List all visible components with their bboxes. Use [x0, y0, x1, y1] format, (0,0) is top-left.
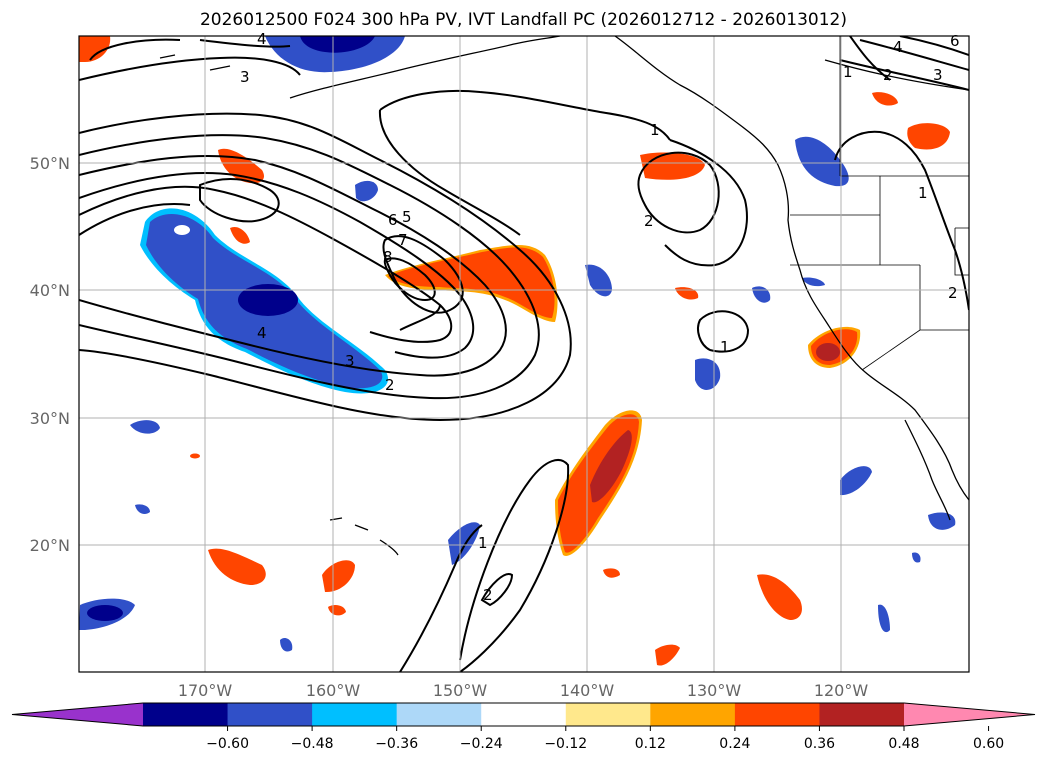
colorbar-tick-label: −0.36 — [375, 736, 418, 752]
lat-tick-label: 40°N — [30, 281, 70, 300]
colorbar-bin — [565, 703, 651, 726]
pv-contours — [79, 36, 969, 672]
contour-label: 8 — [383, 248, 393, 266]
lat-tick-labels: 50°N 40°N 30°N 20°N — [30, 154, 70, 555]
colorbar-tick-label: 0.60 — [973, 736, 1004, 752]
contour-label: 6 — [388, 211, 398, 229]
contour-label: 1 — [918, 184, 928, 202]
lat-tick-label: 20°N — [30, 536, 70, 555]
contour-label: 1 — [478, 534, 488, 552]
colorbar-bin — [312, 703, 398, 726]
lon-tick-label: 130°W — [687, 681, 742, 700]
colorbar-bin — [734, 703, 820, 726]
map-border — [78, 35, 970, 673]
colorbar-tick-label: −0.48 — [291, 736, 334, 752]
colorbar-extend-low — [12, 703, 143, 726]
colorbar-bin — [650, 703, 736, 726]
contour-label: 2 — [483, 586, 493, 604]
contour-label: 2 — [644, 212, 654, 230]
contour-label: 3 — [345, 352, 355, 370]
colorbar-bin — [143, 703, 229, 726]
lon-tick-label: 120°W — [814, 681, 869, 700]
lon-tick-labels: 170°W 160°W 150°W 140°W 130°W 120°W — [178, 681, 869, 700]
colorbar-bin — [227, 703, 313, 726]
contour-label: 4 — [257, 30, 267, 48]
contour-label: 2 — [948, 284, 958, 302]
contour-label: 1 — [650, 121, 660, 139]
lat-tick-label: 50°N — [30, 154, 70, 173]
contour-label: 3 — [933, 66, 943, 84]
contour-label: 3 — [240, 68, 250, 86]
contour-label: 1 — [720, 338, 730, 356]
colorbar-tick-label: 0.36 — [804, 736, 835, 752]
contour-label: 4 — [893, 38, 903, 56]
contour-label: 7 — [398, 231, 408, 249]
colorbar-tick-label: −0.24 — [460, 736, 503, 752]
colorbar-outline — [11, 702, 1036, 727]
lon-tick-label: 170°W — [178, 681, 233, 700]
colorbar-tick-label: 0.48 — [888, 736, 919, 752]
lon-tick-label: 140°W — [560, 681, 615, 700]
lon-tick-label: 160°W — [306, 681, 361, 700]
colorbar-bin — [396, 703, 482, 726]
grid-lines — [79, 36, 969, 672]
borders — [790, 36, 969, 371]
colorbar-tick-label: −0.60 — [206, 736, 249, 752]
colorbar-tick-label: 0.12 — [635, 736, 666, 752]
contour-label: 4 — [257, 324, 267, 342]
contour-label: 5 — [402, 208, 412, 226]
colorbar-bin — [819, 703, 905, 726]
map-title: 2026012500 F024 300 hPa PV, IVT Landfall… — [199, 10, 847, 30]
contour-label: 6 — [950, 32, 960, 50]
contour-label: 2 — [385, 376, 395, 394]
colorbar-tick-label: 0.24 — [719, 736, 750, 752]
contour-labels: 3 4 1 2 1 2 3 4 6 1 2 1 6 5 7 8 4 3 2 1 … — [240, 30, 960, 604]
contour-label: 1 — [843, 63, 853, 81]
colorbar-extend-high — [904, 703, 1035, 726]
colorbar-bin — [481, 703, 567, 726]
colorbar: −0.60 −0.48 −0.36 −0.24 −0.12 0.12 0.24 0.36 0.4… — [11, 702, 1036, 752]
contour-label: 2 — [883, 66, 893, 84]
lon-tick-label: 150°W — [433, 681, 488, 700]
lat-tick-label: 30°N — [30, 409, 70, 428]
colorbar-tick-label: −0.12 — [544, 736, 587, 752]
